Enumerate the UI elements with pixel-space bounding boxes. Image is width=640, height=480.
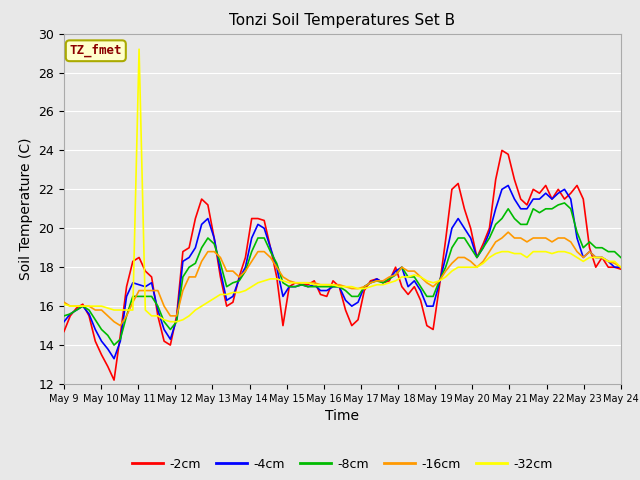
Legend: -2cm, -4cm, -8cm, -16cm, -32cm: -2cm, -4cm, -8cm, -16cm, -32cm (127, 453, 558, 476)
Title: Tonzi Soil Temperatures Set B: Tonzi Soil Temperatures Set B (229, 13, 456, 28)
Y-axis label: Soil Temperature (C): Soil Temperature (C) (19, 138, 33, 280)
Text: TZ_fmet: TZ_fmet (70, 44, 122, 58)
X-axis label: Time: Time (325, 409, 360, 423)
